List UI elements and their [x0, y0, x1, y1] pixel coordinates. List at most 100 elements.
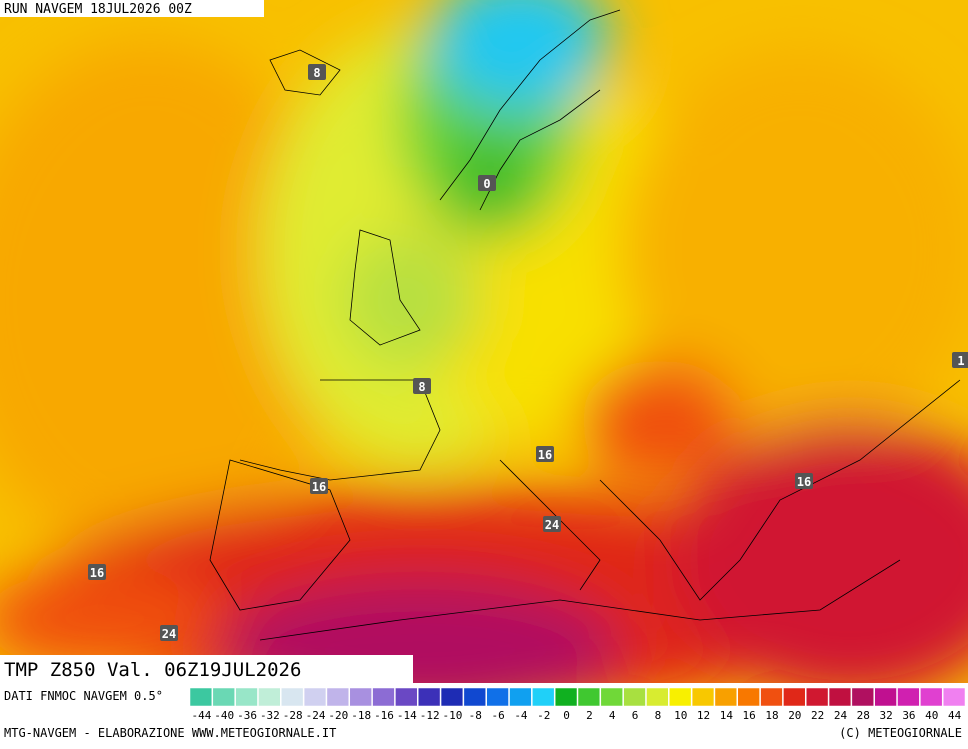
colorbar-swatch [554, 687, 578, 707]
contour-label-text: 8 [418, 380, 425, 394]
contour-label-box [88, 564, 106, 580]
colorbar-label: -6 [491, 709, 504, 722]
colorbar-label: 2 [586, 709, 593, 722]
colorbar-swatch [235, 687, 258, 707]
contour-label: 24 [160, 625, 178, 641]
colorbar-swatch [532, 687, 555, 707]
colorbar-label: -4 [514, 709, 528, 722]
contour-label-box [308, 64, 326, 80]
colorbar-swatch [737, 687, 760, 707]
colorbar-swatch [805, 687, 829, 707]
colorbar-label: -28 [283, 709, 303, 722]
colorbar-label: -36 [237, 709, 257, 722]
contour-label-box [413, 378, 431, 394]
colorbar-label: 40 [925, 709, 938, 722]
contour-label: 16 [88, 564, 106, 580]
colorbar-swatch [486, 687, 509, 707]
header-box [0, 0, 264, 17]
contour-label: 16 [536, 446, 554, 462]
colorbar-label: 6 [632, 709, 639, 722]
run-label: RUN NAVGEM 18JUL2026 00Z [4, 2, 192, 17]
contour-label-text: 24 [162, 627, 176, 641]
colorbar-label: -18 [351, 709, 371, 722]
colorbar-swatch [349, 687, 372, 707]
colorbar-label: -2 [537, 709, 550, 722]
colorbar-label: -12 [420, 709, 440, 722]
colorbar-swatch [714, 687, 738, 707]
colorbar-label: -40 [214, 709, 234, 722]
title-box [0, 655, 413, 683]
colorbar-label: 4 [609, 709, 616, 722]
colorbar-label: 22 [811, 709, 824, 722]
colorbar-label: 36 [902, 709, 915, 722]
colorbar-label: 12 [697, 709, 710, 722]
contour-label: 16 [310, 478, 328, 494]
contour-label-box [160, 625, 178, 641]
colorbar-swatch [920, 687, 943, 707]
colorbar-swatch [646, 687, 669, 707]
contour-label-text: 16 [312, 480, 326, 494]
contour-label: 8 [308, 64, 326, 80]
temperature-field: 8 0 8 16 16 16 24 16 24 1 [0, 0, 968, 683]
colorbar-swatch [783, 687, 806, 707]
colorbar-label: -44 [191, 709, 211, 722]
contour-label-text: 1 [957, 354, 964, 368]
colorbar-label: 18 [765, 709, 778, 722]
contour-label-text: 16 [90, 566, 104, 580]
source-label: DATI FNMOC NAVGEM 0.5° [4, 689, 163, 703]
colorbar-swatch [212, 687, 235, 707]
contour-label-text: 8 [313, 66, 320, 80]
colorbar-swatch [395, 687, 418, 707]
colorbar-label: 32 [879, 709, 892, 722]
contour-label: 16 [795, 473, 813, 489]
colorbar-swatch [760, 687, 783, 707]
contour-label-text: 0 [483, 177, 490, 191]
coastlines [209, 9, 961, 641]
colorbar-swatch [669, 687, 692, 707]
contour-label-box [795, 473, 813, 489]
colorbar: -44 -40 -36 -32 -28 -24 -20 -18 -16 -14 -12 -10 -8 -6… [189, 687, 966, 722]
colorbar-label: 14 [720, 709, 734, 722]
contour-label: 8 [413, 378, 431, 394]
colorbar-swatch [623, 687, 646, 707]
contour-label: 24 [543, 516, 561, 532]
colorbar-swatch [828, 687, 852, 707]
contour-label: 1 [952, 352, 968, 368]
contour-label-box [543, 516, 561, 532]
colorbar-label: -20 [328, 709, 348, 722]
colorbar-swatch [417, 687, 441, 707]
colorbar-swatch [851, 687, 874, 707]
map-title: TMP Z850 Val. 06Z19JUL2026 [4, 659, 301, 681]
contour-label-box [536, 446, 554, 462]
colorbar-swatch [189, 687, 213, 707]
colorbar-swatch [600, 687, 623, 707]
colorbar-swatch [942, 687, 966, 707]
colorbar-label: -10 [443, 709, 463, 722]
colorbar-label: -14 [397, 709, 417, 722]
colorbar-swatch [281, 687, 304, 707]
colorbar-label: 16 [743, 709, 756, 722]
colorbar-swatch [509, 687, 532, 707]
colorbar-label: -8 [469, 709, 482, 722]
colorbar-swatch [258, 687, 281, 707]
colorbar-label: 24 [834, 709, 848, 722]
colorbar-label: -16 [374, 709, 394, 722]
contour-label-text: 24 [545, 518, 559, 532]
colorbar-swatch [577, 687, 601, 707]
colorbar-label: 8 [655, 709, 662, 722]
contour-label-box [478, 175, 496, 191]
colorbar-label: 44 [948, 709, 962, 722]
colorbar-swatch [372, 687, 395, 707]
colorbar-label: 10 [674, 709, 687, 722]
colorbar-label: 20 [788, 709, 801, 722]
contour-label-text: 16 [797, 475, 811, 489]
colorbar-label: 0 [563, 709, 570, 722]
colorbar-label: -32 [260, 709, 280, 722]
colorbar-swatch [691, 687, 715, 707]
colorbar-swatch [897, 687, 920, 707]
copyright-label: (C) METEOGIORNALE [839, 726, 962, 740]
contour-label-text: 16 [538, 448, 552, 462]
colorbar-swatch [326, 687, 350, 707]
contour-label: 0 [478, 175, 496, 191]
